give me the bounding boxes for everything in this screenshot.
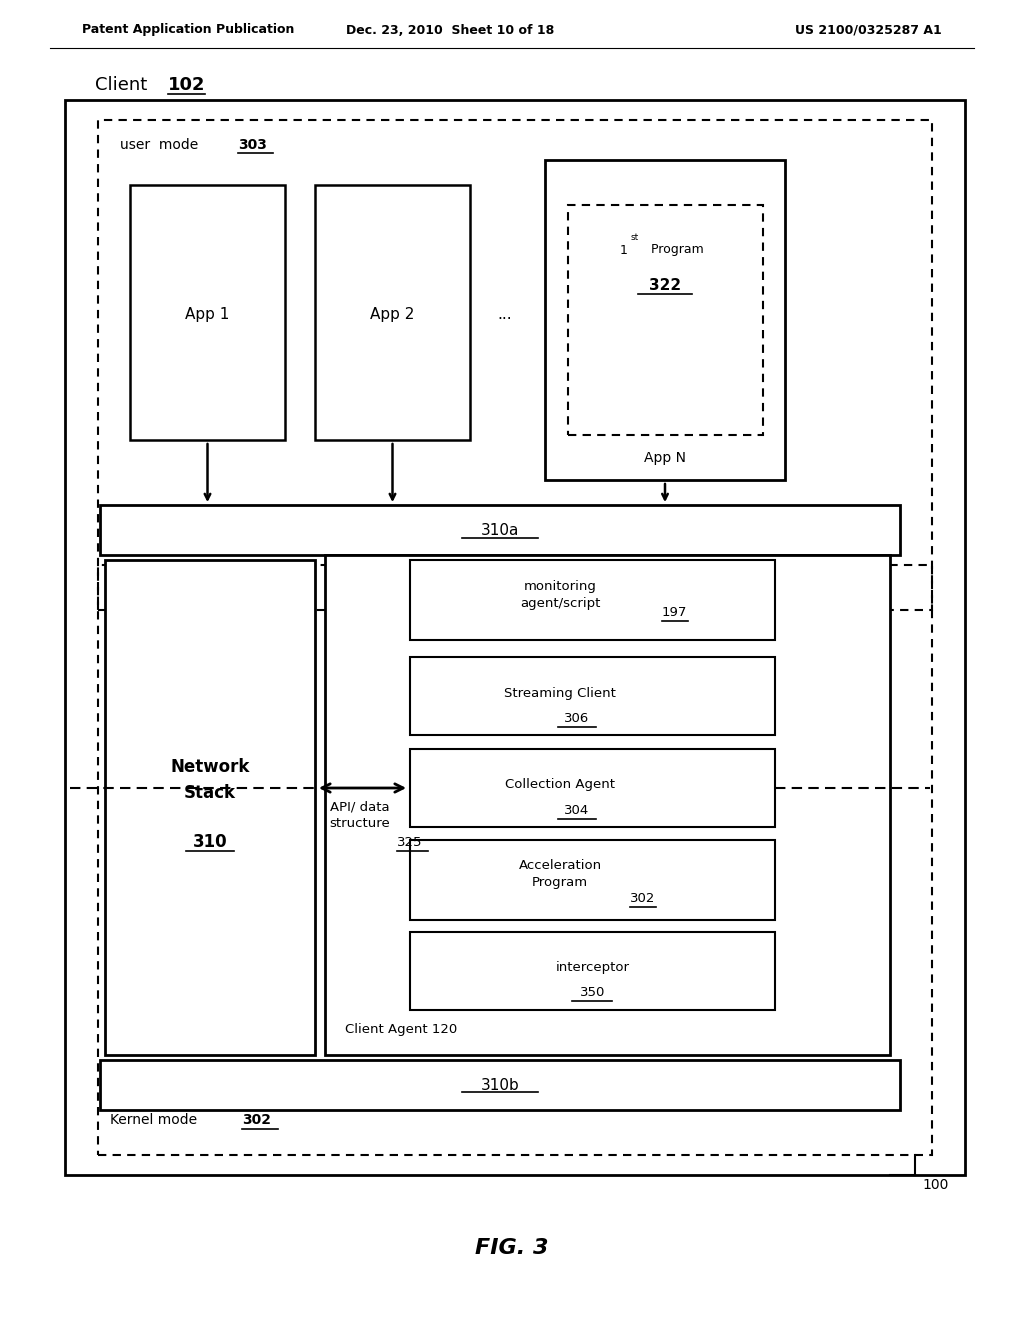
Text: Client Agent 120: Client Agent 120 [345,1023,458,1036]
Text: API/ data
structure: API/ data structure [330,800,390,830]
Text: Kernel mode: Kernel mode [110,1113,202,1127]
Text: 197: 197 [662,606,687,619]
Text: Client: Client [95,77,153,94]
FancyBboxPatch shape [65,100,965,1175]
Text: interceptor: interceptor [555,961,630,974]
Text: App 1: App 1 [185,308,229,322]
Text: 350: 350 [580,986,605,998]
FancyBboxPatch shape [410,932,775,1010]
Text: 306: 306 [564,711,590,725]
FancyBboxPatch shape [410,560,775,640]
Text: 310a: 310a [481,523,519,539]
Text: 304: 304 [564,804,590,817]
Text: user  mode: user mode [120,139,203,152]
Text: 303: 303 [238,139,267,152]
Text: 1: 1 [620,243,628,256]
Text: Streaming Client: Streaming Client [504,686,616,700]
Text: Program: Program [647,243,703,256]
FancyBboxPatch shape [130,185,285,440]
Text: 100: 100 [922,1177,948,1192]
Text: 102: 102 [168,77,206,94]
FancyBboxPatch shape [100,506,900,554]
FancyBboxPatch shape [315,185,470,440]
FancyBboxPatch shape [545,160,785,480]
Text: 302: 302 [242,1113,271,1127]
Text: Patent Application Publication: Patent Application Publication [82,24,294,37]
Text: 302: 302 [630,891,655,904]
Text: Network
Stack: Network Stack [170,759,250,801]
Text: 310: 310 [193,833,227,851]
Text: App 2: App 2 [371,308,415,322]
Text: FIG. 3: FIG. 3 [475,1238,549,1258]
FancyBboxPatch shape [410,840,775,920]
FancyBboxPatch shape [410,657,775,735]
FancyBboxPatch shape [325,554,890,1055]
Text: 325: 325 [397,836,423,849]
Text: 310b: 310b [480,1077,519,1093]
FancyBboxPatch shape [100,1060,900,1110]
FancyBboxPatch shape [105,560,315,1055]
Text: App N: App N [644,451,686,465]
Text: ...: ... [498,308,512,322]
Text: st: st [631,234,639,242]
Text: monitoring
agent/script: monitoring agent/script [520,579,600,610]
Text: Collection Agent: Collection Agent [505,777,615,791]
Text: Acceleration
Program: Acceleration Program [518,859,601,888]
Text: Dec. 23, 2010  Sheet 10 of 18: Dec. 23, 2010 Sheet 10 of 18 [346,24,554,37]
Text: US 2100/0325287 A1: US 2100/0325287 A1 [796,24,942,37]
Text: 322: 322 [649,277,681,293]
FancyBboxPatch shape [410,748,775,828]
